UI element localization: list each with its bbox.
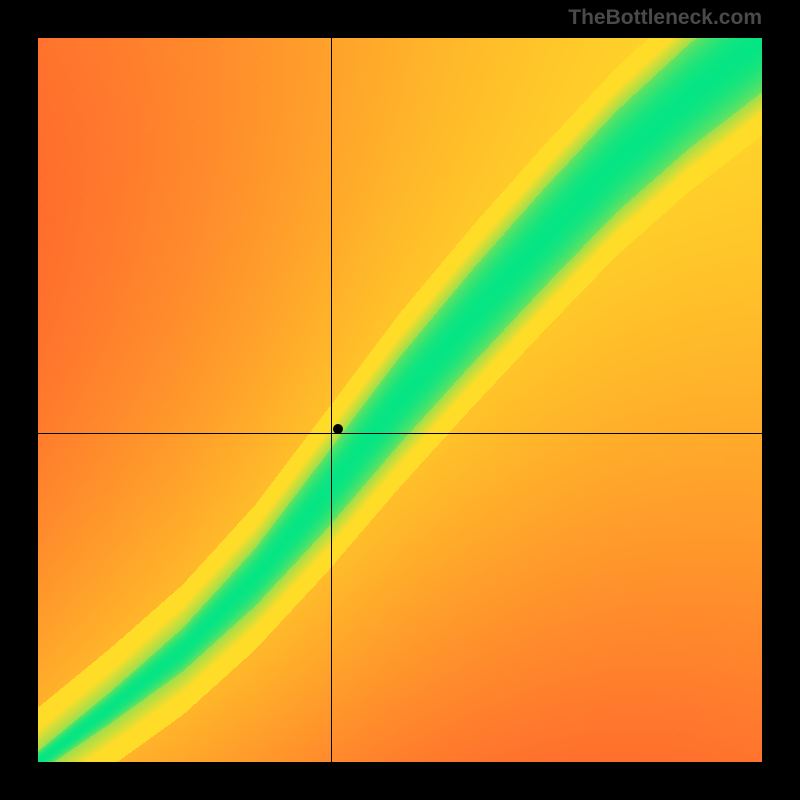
heatmap-plot	[38, 38, 762, 762]
crosshair-vertical	[331, 38, 332, 762]
crosshair-horizontal	[38, 433, 762, 434]
heatmap-canvas	[38, 38, 762, 762]
watermark-text: TheBottleneck.com	[568, 6, 762, 30]
data-point-marker	[333, 424, 343, 434]
